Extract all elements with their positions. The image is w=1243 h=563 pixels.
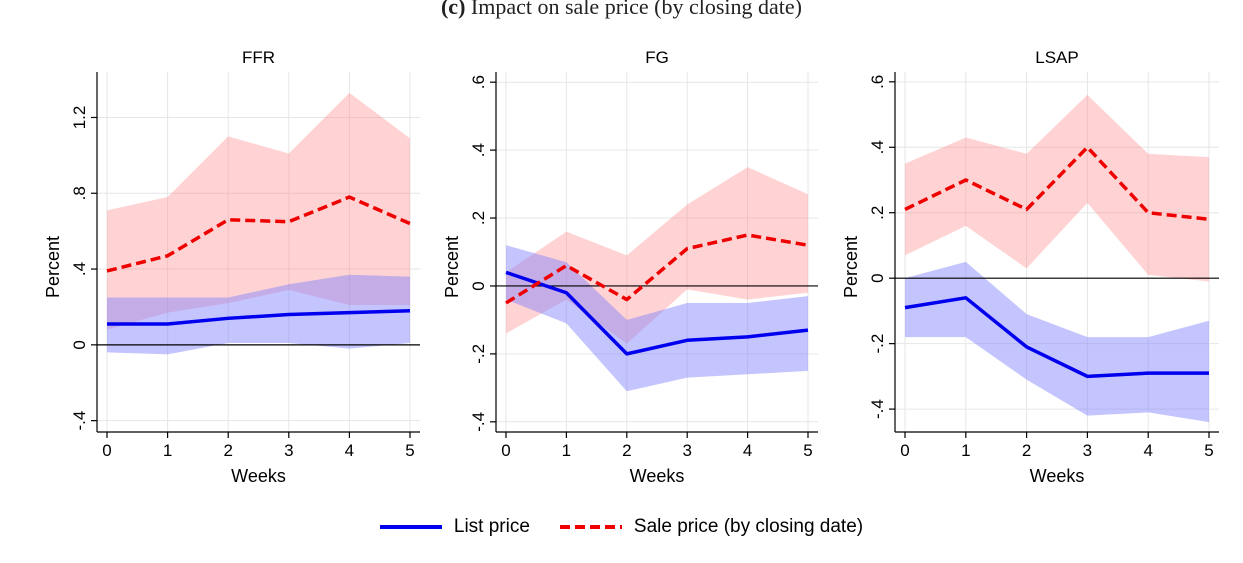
ci-band-sale — [905, 94, 1209, 282]
x-tick-label: 0 — [900, 441, 909, 460]
line-list-price — [505, 270, 809, 356]
y-tick-label: .2 — [469, 211, 488, 225]
ci-band-list — [107, 274, 410, 355]
panel-fg: 0 1 2 3 4 5 -.4 -.2 0 .2 .4 .6 FG Weeks Percent — [442, 48, 818, 486]
panel-lsap: 0 1 2 3 4 5 -.4 -.2 0 .2 .4 .6 LSAP Weeks Percent — [841, 48, 1219, 486]
y-tick-label: .4 — [469, 143, 488, 157]
y-tick-label: -.4 — [70, 411, 89, 431]
x-tick-label: 0 — [501, 441, 510, 460]
ci-band-list — [506, 245, 808, 392]
x-tick-label: 3 — [284, 441, 293, 460]
x-tick-label: 1 — [163, 441, 172, 460]
figure-title: (c) Impact on sale price (by closing dat… — [0, 0, 1243, 24]
panel-title: FFR — [242, 48, 275, 67]
y-tick-label: 0 — [469, 281, 488, 290]
ci-band-sale — [107, 92, 410, 330]
line-sale-price — [904, 145, 1210, 222]
x-tick-label: 1 — [562, 441, 571, 460]
x-tick-label: 5 — [405, 441, 414, 460]
x-tick-label: 4 — [345, 441, 354, 460]
figure-title-text: Impact on sale price (by closing date) — [470, 0, 803, 19]
x-tick-label: 0 — [102, 441, 111, 460]
legend-item-sale: Sale price (by closing date) — [559, 516, 864, 538]
line-list-price — [904, 296, 1209, 379]
x-axis-title: Weeks — [630, 466, 685, 486]
line-sale-price — [505, 233, 809, 305]
y-tick-label: .2 — [868, 206, 887, 220]
y-tick-label: .4 — [868, 140, 887, 154]
legend-swatch-list — [379, 525, 442, 529]
line-list-price — [107, 308, 411, 326]
figure-title-letter: (c) — [440, 0, 466, 19]
x-tick-label: 2 — [1022, 441, 1031, 460]
x-tick-label: 5 — [1204, 441, 1213, 460]
y-tick-label: .4 — [70, 262, 89, 276]
y-tick-label: -.4 — [868, 399, 887, 419]
panel-title: LSAP — [1035, 48, 1078, 67]
x-tick-label: 4 — [1143, 441, 1152, 460]
y-tick-label: .8 — [70, 186, 89, 200]
y-tick-label: .6 — [868, 75, 887, 89]
panel-ffr: 0 1 2 3 4 5 -.4 0 .4 .8 1.2 FFR Weeks Percent — [43, 48, 420, 486]
legend-swatch-sale — [559, 525, 622, 529]
line-sale-price — [106, 195, 411, 273]
y-tick-label: 0 — [70, 340, 89, 349]
x-tick-label: 1 — [961, 441, 970, 460]
y-tick-label: 1.2 — [70, 106, 89, 130]
y-tick-label: -.2 — [868, 334, 887, 354]
x-tick-label: 3 — [1083, 441, 1092, 460]
legend-label-sale: Sale price (by closing date) — [633, 516, 864, 537]
panel-title: FG — [645, 48, 669, 67]
x-tick-label: 2 — [223, 441, 232, 460]
y-tick-label: 0 — [868, 273, 887, 282]
y-tick-label: -.4 — [469, 412, 488, 432]
x-tick-label: 4 — [743, 441, 752, 460]
x-tick-label: 2 — [622, 441, 631, 460]
y-tick-label: -.2 — [469, 344, 488, 364]
legend: List price Sale price (by closing date) — [0, 512, 1243, 542]
x-tick-label: 3 — [682, 441, 691, 460]
x-axis-title: Weeks — [1030, 466, 1085, 486]
ci-band-list — [905, 261, 1209, 423]
y-axis-title: Percent — [841, 236, 861, 298]
y-tick-label: .6 — [469, 75, 488, 89]
ci-band-sale — [506, 167, 808, 344]
legend-item-list: List price — [379, 516, 530, 538]
x-tick-label: 5 — [803, 441, 812, 460]
y-axis-title: Percent — [43, 236, 63, 298]
legend-label-list: List price — [453, 516, 530, 537]
x-axis-title: Weeks — [231, 466, 286, 486]
y-axis-title: Percent — [442, 236, 462, 298]
